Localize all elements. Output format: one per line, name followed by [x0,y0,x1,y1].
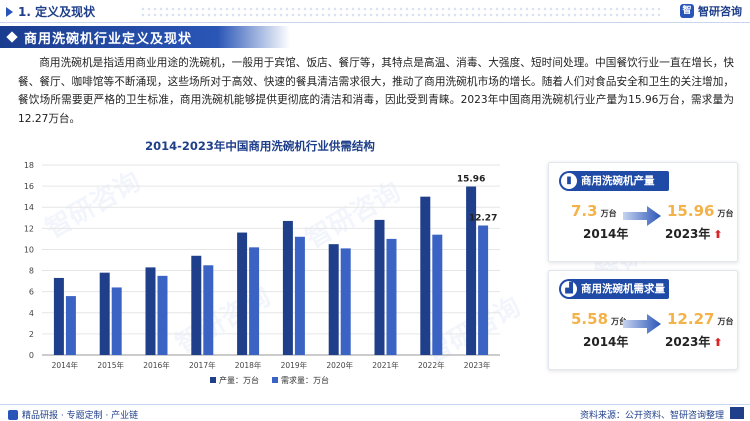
brand-mark-icon [8,409,18,420]
value-number: 15.96 [667,202,715,220]
bar-production [145,267,156,355]
right-arrow-icon [623,314,661,334]
x-tick-label: 2021年 [372,360,399,370]
intro-paragraph: 商用洗碗机是指适用商业用途的洗碗机，一般用于宾馆、饭店、餐厅等，其特点是高温、消… [18,57,734,125]
y-tick-label: 6 [29,288,34,297]
bar-demand [111,287,122,355]
x-tick-label: 2014年 [52,360,79,370]
data-label-production: 15.96 [457,175,485,185]
bar-production [237,232,248,355]
data-label-demand: 12.27 [469,213,497,223]
x-tick-label: 2016年 [143,360,170,370]
brand: 智 智研咨询 [680,3,742,19]
year-end-label: 2023年 [665,227,711,241]
y-tick-label: 12 [24,224,34,233]
card-header: ▮ 商用洗碗机产量 [559,171,669,191]
bar-production [420,196,431,355]
bar-chart-icon: ▟ [561,281,577,297]
right-arrow-icon [623,206,661,226]
y-tick-label: 4 [29,309,34,318]
value-end: 12.27 万台 [667,309,733,328]
y-tick-label: 8 [29,267,34,276]
year-end-label: 2023年 [665,335,711,349]
x-tick-label: 2023年 [464,360,491,370]
value-number: 12.27 [667,310,715,328]
year-start: 2014年 [583,335,629,349]
footer-tagline: 精品研报 · 专题定制 · 产业链 [8,408,138,421]
value-number: 5.58 [571,310,609,328]
bar-production [374,219,385,355]
value-number: 7.3 [571,202,598,220]
demand-card: ▟ 商用洗碗机需求量 5.58 万台 12.27 万台 2014年 2023年 ⬆ [548,270,738,370]
footer: 精品研报 · 专题定制 · 产业链 资料来源：公开资料、智研咨询整理 [0,404,750,421]
up-arrow-icon: ⬆ [713,228,723,241]
bar-demand [386,238,397,355]
factory-icon: ▮ [561,173,577,189]
year-start: 2014年 [583,227,629,241]
x-tick-label: 2020年 [326,360,353,370]
bar-production [191,255,202,355]
bar-demand [432,234,443,355]
header-divider [0,22,750,23]
bar-production [99,272,110,355]
page-marker [730,407,744,419]
up-arrow-icon: ⬆ [713,336,723,349]
x-tick-label: 2017年 [189,360,216,370]
header-dot-pattern [140,6,660,18]
bar-production [328,244,339,355]
bar-production [282,220,293,355]
legend-swatch [272,377,278,383]
x-tick-label: 2022年 [418,360,445,370]
value-end: 15.96 万台 [667,201,733,220]
bar-demand [249,247,260,355]
value-unit: 万台 [600,209,617,218]
section-title-text: 1. 定义及现状 [18,5,96,19]
bar-demand [203,265,214,355]
value-unit: 万台 [611,317,628,326]
bar-demand [294,236,305,355]
page-title: 商用洗碗机行业定义及现状 [24,31,193,47]
top-bar: 1. 定义及现状 智 智研咨询 [0,0,750,24]
diamond-icon [6,31,18,43]
year-end: 2023年 ⬆ [665,333,723,350]
legend-swatch [210,377,216,383]
legend-label: 需求量：万台 [281,375,329,385]
y-tick-label: 2 [29,330,34,339]
y-tick-label: 14 [24,203,34,212]
chart-title: 2014-2023年中国商用洗碗机行业供需结构 [145,139,375,153]
y-tick-label: 0 [29,351,34,360]
x-tick-label: 2015年 [97,360,124,370]
source-note: 资料来源：公开资料、智研咨询整理 [579,411,724,421]
section-title: 1. 定义及现状 [6,3,95,20]
brand-name: 智研咨询 [698,5,742,18]
card-header: ▟ 商用洗碗机需求量 [559,279,669,299]
production-card: ▮ 商用洗碗机产量 7.3 万台 15.96 万台 2014年 2023年 ⬆ [548,162,738,262]
brand-logo-icon: 智 [680,4,694,18]
bar-demand [65,296,76,355]
triangle-icon [6,6,13,17]
value-unit: 万台 [717,209,734,218]
y-tick-label: 16 [24,182,34,191]
bar-production [53,277,64,355]
y-tick-label: 18 [24,161,34,170]
x-tick-label: 2019年 [281,360,308,370]
y-tick-label: 10 [24,245,34,254]
bar-demand [340,248,351,355]
card-title: 商用洗碗机产量 [581,175,655,187]
value-unit: 万台 [717,317,734,326]
legend-label: 产量：万台 [219,375,259,385]
bar-demand [157,275,168,355]
bar-chart: 0 2 4 6 8 10 12 14 16 18 2014年 2015年 2016年 2017年 2018年… [24,161,500,385]
value-start: 7.3 万台 [571,201,617,220]
card-title: 商用洗碗机需求量 [581,283,665,295]
bar-production [466,186,477,355]
title-banner: 商用洗碗机行业定义及现状 [0,26,290,48]
bar-demand [478,225,489,355]
year-end: 2023年 ⬆ [665,225,723,242]
x-tick-label: 2018年 [235,360,262,370]
footer-tagline-text: 精品研报 · 专题定制 · 产业链 [22,411,139,421]
value-start: 5.58 万台 [571,309,627,328]
